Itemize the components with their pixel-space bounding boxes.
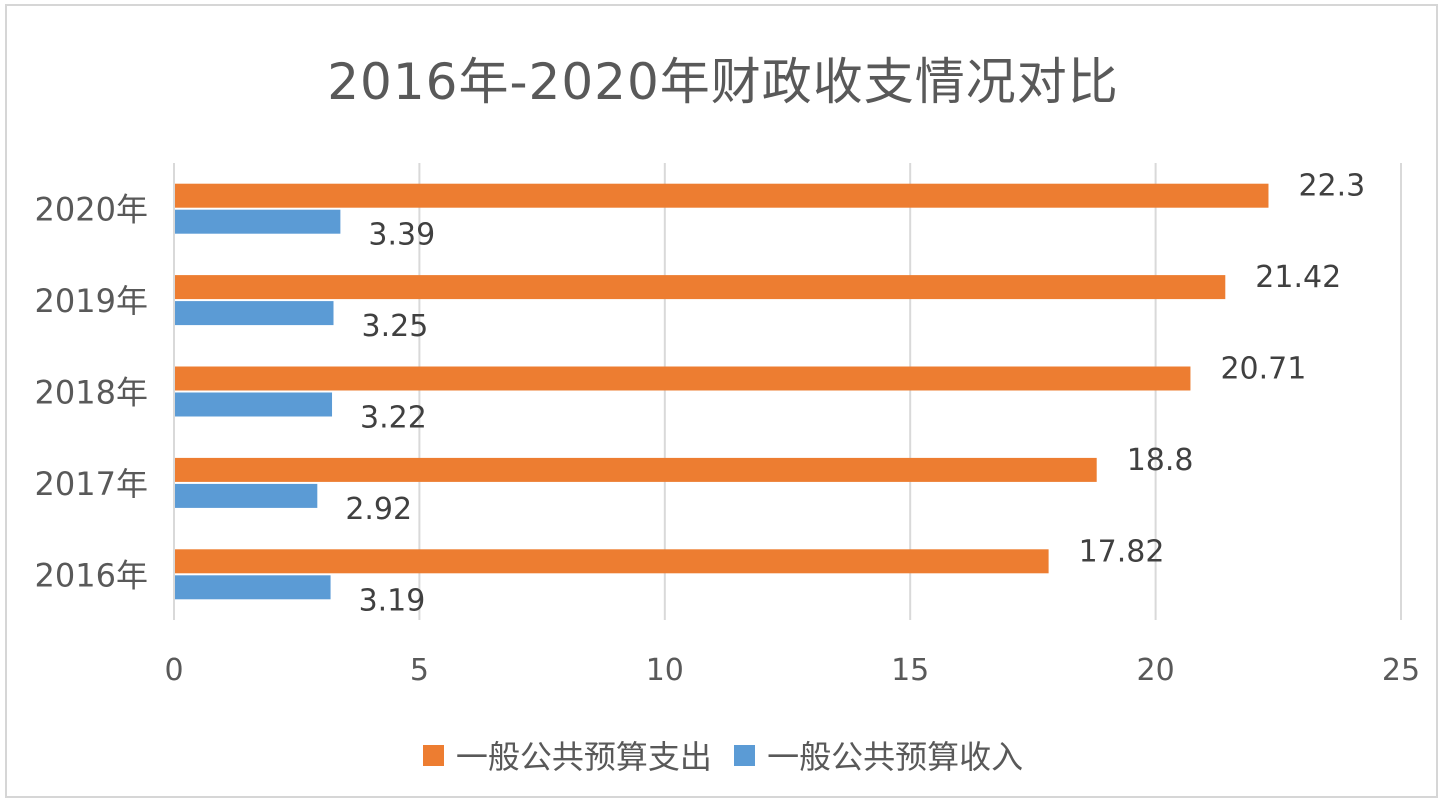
y-category-label: 2017年 [35,465,148,503]
data-label: 21.42 [1255,260,1341,295]
x-tick-label: 5 [410,653,429,688]
y-category-label: 2016年 [35,556,148,594]
x-tick-label: 20 [1137,653,1175,688]
data-label: 3.25 [362,309,429,344]
bar [174,483,318,508]
legend-swatch-revenue [734,744,756,766]
bar [174,366,1191,391]
bar [174,275,1226,300]
data-label: 18.8 [1127,443,1194,478]
legend-swatch-expenditure [422,744,444,766]
y-category-label: 2020年 [35,191,148,229]
legend-label-expenditure: 一般公共预算支出 [455,738,712,776]
legend-item-revenue: 一般公共预算收入 [734,732,1023,778]
x-tick-label: 15 [891,653,929,688]
bar [174,183,1269,208]
data-label: 22.3 [1298,169,1365,204]
legend-label-revenue: 一般公共预算收入 [767,738,1024,776]
bar [174,392,333,417]
data-label: 20.71 [1220,352,1306,387]
bar [174,575,331,600]
data-label: 3.22 [360,401,427,436]
legend-item-expenditure: 一般公共预算支出 [422,732,712,778]
y-category-label: 2018年 [35,374,148,412]
x-tick-label: 0 [164,653,183,688]
chart-title: 2016年-2020年财政收支情况对比 [327,53,1119,111]
bar [174,457,1097,482]
data-label: 17.82 [1079,534,1165,569]
x-tick-label: 25 [1382,653,1420,688]
chart-legend: 一般公共预算支出 一般公共预算收入 [0,732,1446,778]
x-tick-label: 10 [646,653,684,688]
y-category-label: 2019年 [35,282,148,320]
data-label: 2.92 [345,492,412,527]
bar [174,209,341,234]
data-label: 3.39 [368,218,435,253]
bar [174,301,334,326]
bar [174,549,1049,574]
data-label: 3.19 [359,583,426,618]
